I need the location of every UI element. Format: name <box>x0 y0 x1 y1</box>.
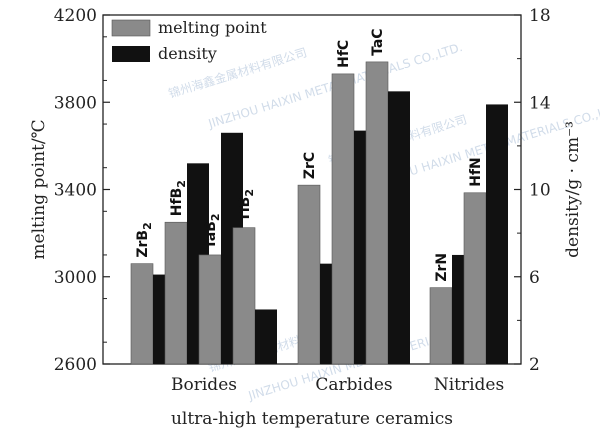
bar-melting-point <box>429 287 453 365</box>
bar-density <box>388 91 410 364</box>
bars <box>130 61 508 365</box>
y2-tick-label: 10 <box>529 181 551 201</box>
y2-axis-title: density/g · cm⁻³ <box>563 121 583 258</box>
y2-tick-label: 14 <box>529 93 551 113</box>
y-axis-title: melting point/℃ <box>29 119 49 259</box>
y-tick-label: 2600 <box>54 355 97 375</box>
y2-tick-label: 2 <box>529 355 540 375</box>
category-label: Carbides <box>315 375 392 395</box>
bar-melting-point <box>463 192 487 365</box>
compound-label: HfN <box>468 157 484 187</box>
category-label: Borides <box>171 375 237 395</box>
legend-swatch-melting-point <box>111 19 151 37</box>
x-axis-title: ultra-high temperature ceramics <box>171 409 453 429</box>
compound-label: TiB2 <box>237 189 256 222</box>
compound-label: ZrB2 <box>135 222 154 257</box>
y2-tick-label: 18 <box>529 6 551 26</box>
bar-melting-point <box>164 221 188 365</box>
compound-label: HfB2 <box>169 180 188 216</box>
legend: melting point density <box>111 18 267 63</box>
y-tick-label: 4200 <box>54 6 97 26</box>
axes: 2600 3000 3400 3800 4200 2 6 10 14 18 melting poin… <box>29 6 583 429</box>
compound-label: HfC <box>336 40 352 68</box>
bar-melting-point <box>297 184 321 365</box>
category-label: Nitrides <box>434 375 504 395</box>
y-tick-label: 3800 <box>54 93 97 113</box>
legend-label: melting point <box>158 18 267 37</box>
compound-label: ZrN <box>434 253 450 282</box>
y-tick-label: 3000 <box>54 268 97 288</box>
compound-label: TaB2 <box>203 213 222 249</box>
bar-melting-point <box>331 73 355 365</box>
compound-label: TaC <box>370 28 386 55</box>
y-tick-label: 3400 <box>54 181 97 201</box>
bar-labels: ZrB2 HfB2 TaB2 TiB2 ZrC HfC TaC ZrN HfN <box>135 28 484 281</box>
bar-melting-point <box>198 254 222 365</box>
bar-density <box>486 104 508 365</box>
compound-label: ZrC <box>302 152 318 179</box>
bar-melting-point <box>232 227 256 365</box>
bar-melting-point <box>130 263 154 365</box>
bar-density <box>255 309 277 364</box>
bar-melting-point <box>365 61 389 365</box>
legend-swatch-density <box>112 46 150 62</box>
y2-tick-label: 6 <box>529 268 540 288</box>
legend-label: density <box>158 44 217 63</box>
